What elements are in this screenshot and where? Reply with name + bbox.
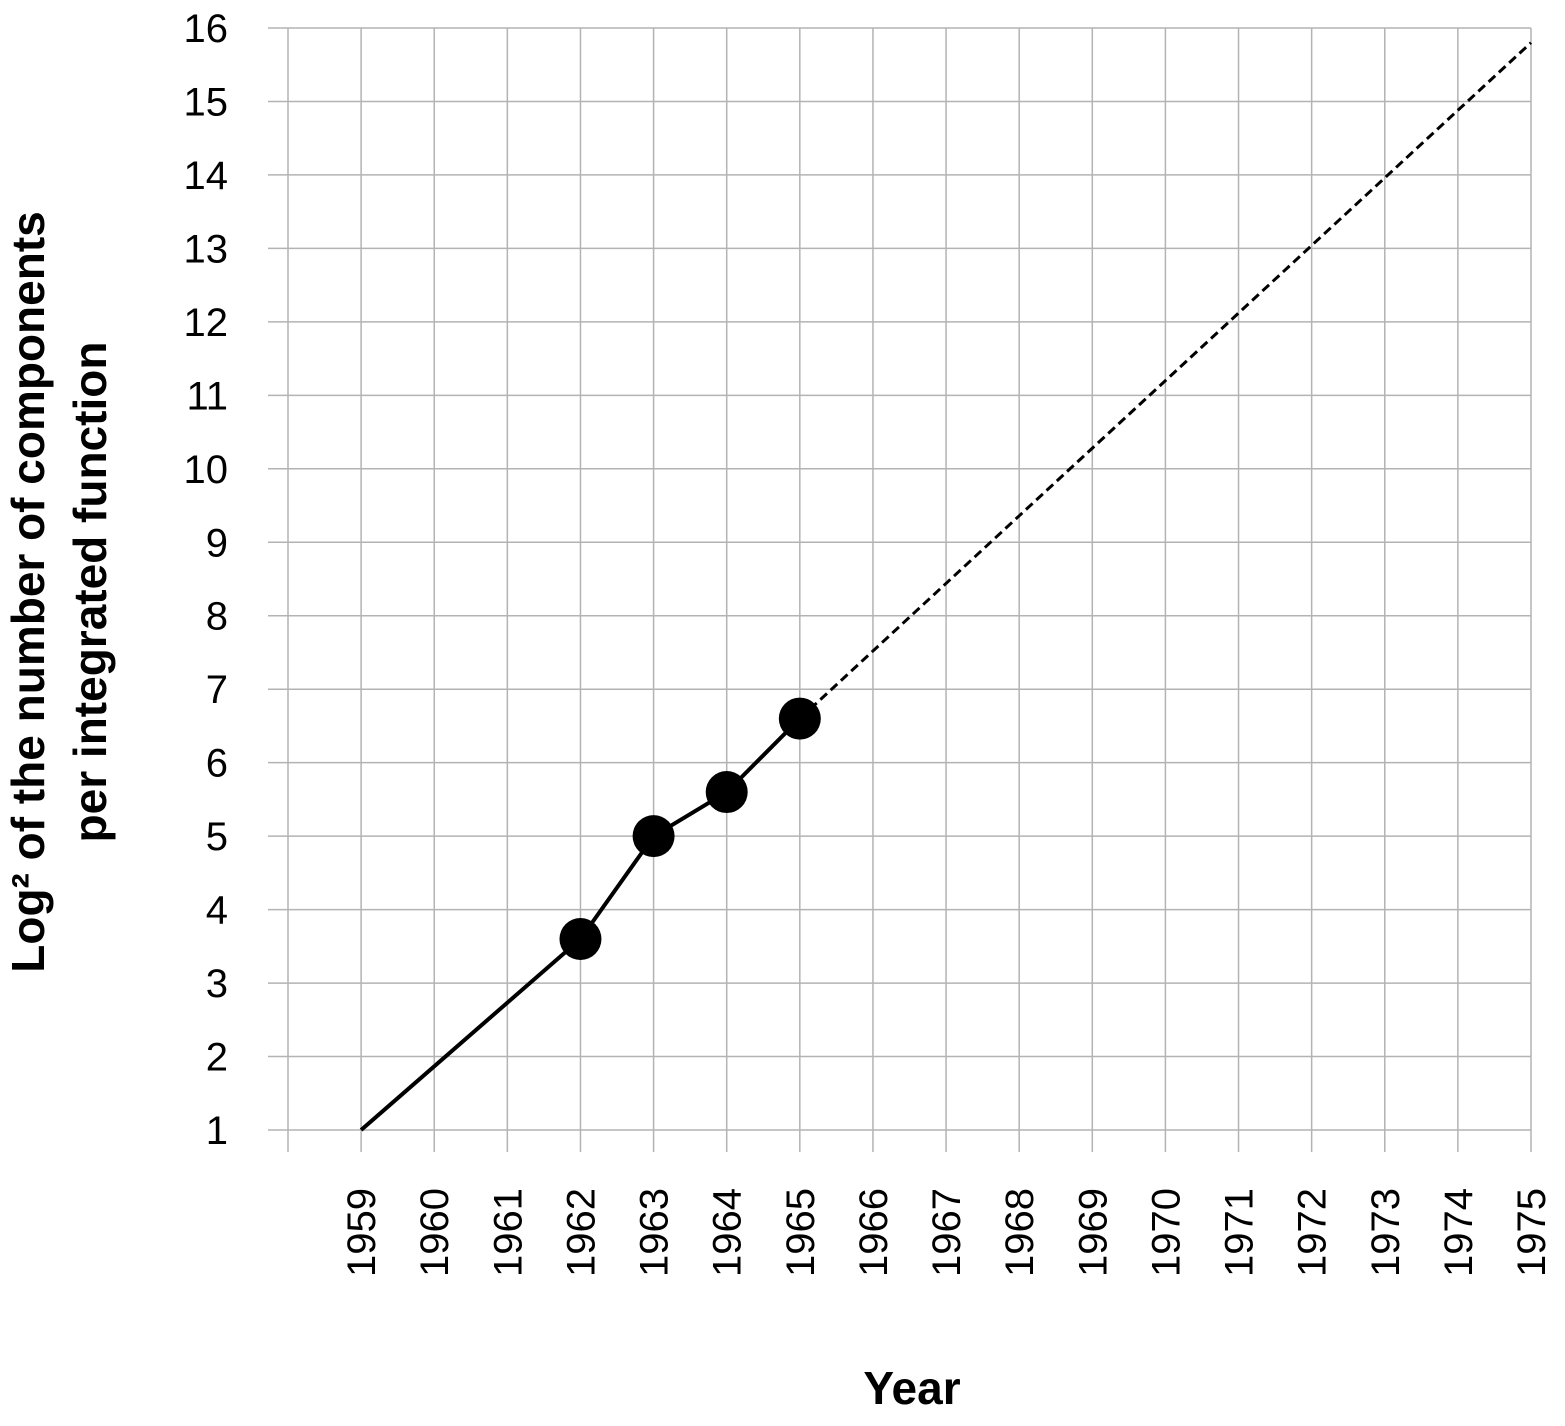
y-tick-label: 12: [184, 301, 229, 345]
x-tick-label: 1961: [486, 1188, 530, 1277]
x-tick-label: 1970: [1144, 1188, 1188, 1277]
x-tick-label: 1968: [998, 1188, 1042, 1277]
series-line-dashed: [798, 41, 1533, 720]
plot-markers: [559, 697, 821, 960]
x-tick-label: 1969: [1071, 1188, 1115, 1277]
y-tick-label: 1: [206, 1109, 228, 1153]
y-tick-label: 4: [206, 889, 228, 933]
x-axis-title: Year: [863, 1362, 960, 1414]
y-tick-label: 9: [206, 521, 228, 565]
y-axis-title: Log² of the number of components per int…: [2, 211, 116, 973]
y-tick-label: 13: [184, 227, 229, 271]
y-tick-label: 5: [206, 815, 228, 859]
x-tick-label: 1959: [340, 1188, 384, 1277]
x-tick-label: 1965: [779, 1188, 823, 1277]
plot-series: [359, 41, 1533, 1132]
y-tick-label: 2: [206, 1036, 228, 1080]
data-point-marker: [559, 917, 602, 960]
data-point-marker: [705, 771, 748, 814]
x-tick-label: 1963: [633, 1188, 677, 1277]
x-tick-label: 1962: [559, 1188, 603, 1277]
x-tick-label: 1966: [852, 1188, 896, 1277]
series-line-solid: [578, 717, 802, 941]
y-tick-label: 16: [184, 7, 229, 51]
data-point-marker: [632, 815, 675, 858]
y-tick-label: 11: [186, 374, 228, 418]
x-tick-labels: 1959 1960 1961 1962 1963 1964 1965 1966 1967 1968…: [340, 1188, 1554, 1277]
y-axis-title-line-2: per integrated function: [64, 342, 116, 843]
x-tick-label: 1974: [1437, 1188, 1481, 1277]
x-tick-label: 1973: [1364, 1188, 1408, 1277]
y-tick-label: 7: [206, 668, 228, 712]
y-tick-label: 10: [184, 448, 229, 492]
y-tick-label: 8: [206, 595, 228, 639]
x-tick-label: 1972: [1291, 1188, 1335, 1277]
x-tick-label: 1971: [1218, 1188, 1262, 1277]
x-tick-label: 1960: [413, 1188, 457, 1277]
series-line-solid: [359, 937, 582, 1132]
y-tick-label: 3: [206, 962, 228, 1006]
y-tick-label: 6: [206, 742, 228, 786]
y-tick-label: 14: [184, 154, 229, 198]
data-point-marker: [778, 697, 821, 740]
y-axis-title-line-1: Log² of the number of components: [2, 211, 54, 973]
grid: [268, 27, 1532, 1152]
x-tick-label: 1975: [1510, 1188, 1554, 1277]
x-tick-label: 1967: [925, 1188, 969, 1277]
y-tick-label: 15: [184, 80, 229, 124]
x-tick-label: 1964: [706, 1188, 750, 1277]
